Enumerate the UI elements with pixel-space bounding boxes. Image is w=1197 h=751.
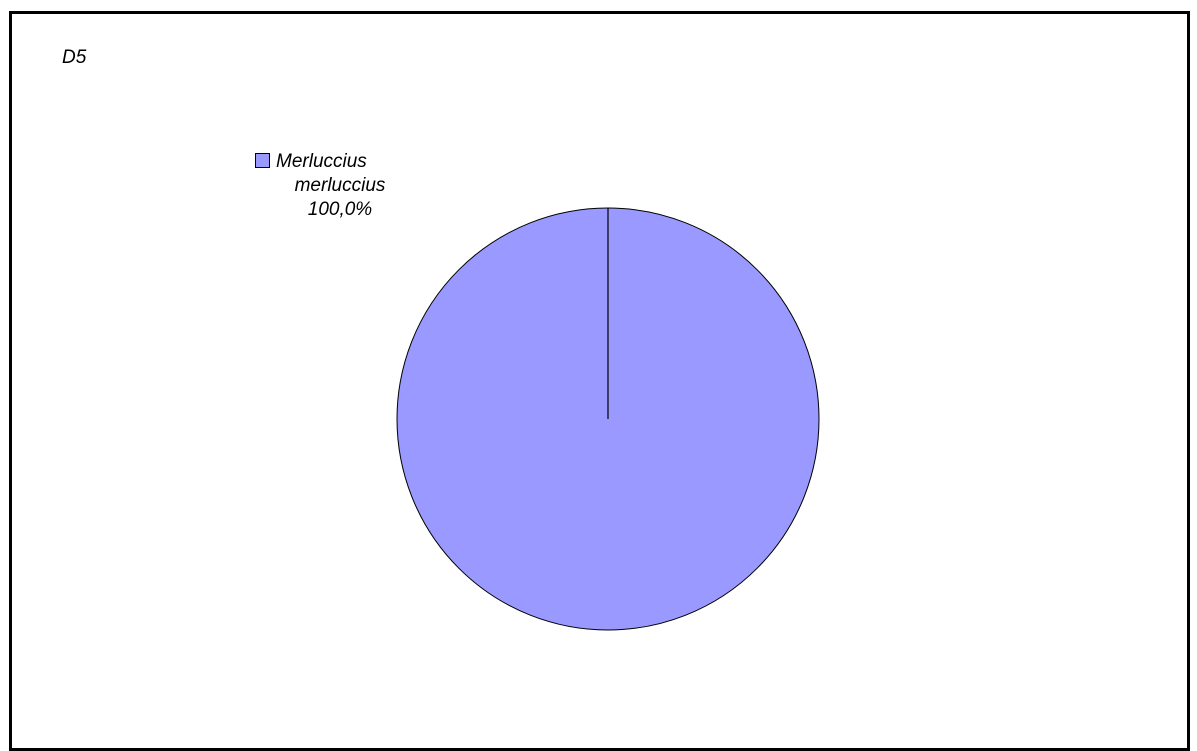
slice-label-category-line1: Merluccius xyxy=(276,151,367,172)
legend-key-swatch xyxy=(255,153,270,168)
slice-label: Merluccius merluccius 100,0% xyxy=(255,150,455,222)
slice-label-percent: 100,0% xyxy=(307,199,373,220)
chart-title: D5 xyxy=(62,47,87,68)
slice-label-category-line2: merluccius xyxy=(294,175,386,196)
